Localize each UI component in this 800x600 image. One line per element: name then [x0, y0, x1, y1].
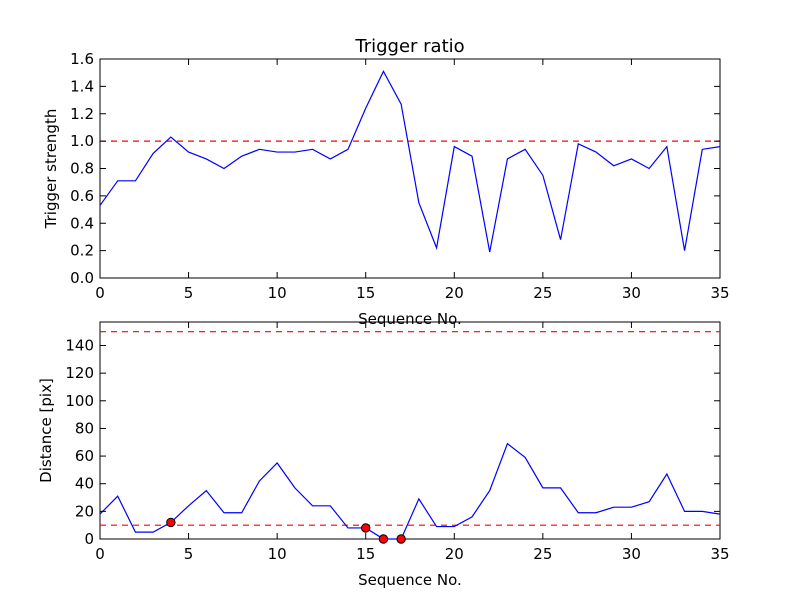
x-tick-label: 25	[533, 284, 552, 302]
x-axis-label: Sequence No.	[358, 310, 462, 328]
x-tick-label: 0	[95, 545, 105, 563]
distance-chart: 0 5 10 15 20 25 30 35 0 20 40 60 80 100 120 140 Sequenc…	[37, 321, 730, 589]
x-tick-label: 30	[622, 545, 641, 563]
x-tick-label: 25	[533, 545, 552, 563]
y-tick-label: 40	[75, 475, 94, 493]
series-line	[99, 69, 721, 253]
y-tick-label: 0.6	[70, 187, 94, 205]
x-tick-label: 5	[184, 284, 194, 302]
x-tick-label: 10	[268, 545, 287, 563]
y-tick-label: 140	[65, 336, 94, 354]
data-point-marker	[166, 517, 176, 528]
y-tick-label: 0.0	[70, 269, 94, 287]
y-tick-label: 100	[65, 392, 94, 410]
chart-title: Trigger ratio	[354, 36, 464, 57]
y-tick-label: 0.8	[70, 160, 94, 178]
x-axis-label: Sequence No.	[358, 571, 462, 589]
x-tick-label: 5	[184, 545, 194, 563]
trigger-ratio-chart: Trigger ratio 0 5 10 15 20 25 30 35 0.0 0.2 0.4 0.6…	[42, 36, 730, 302]
x-tick-label: 35	[710, 284, 729, 302]
y-axis-label: Distance [pix]	[37, 378, 55, 483]
plot-area: 0 5 10 15 20 25 30 35 0.0 0.2 0.4 0.6 0.8 1.0 1.2 1.4 1.…	[70, 50, 729, 302]
y-tick-label: 1.0	[70, 132, 94, 150]
x-tick-label: 30	[622, 284, 641, 302]
y-tick-label: 1.6	[70, 50, 94, 68]
y-tick-label: 60	[75, 447, 94, 465]
data-point-marker	[396, 534, 406, 544]
y-tick-label: 0.2	[70, 242, 94, 260]
x-tick-label: 15	[356, 284, 375, 302]
x-tick-label: 10	[268, 284, 287, 302]
x-tick-label: 0	[95, 284, 105, 302]
data-point-marker	[378, 534, 389, 544]
y-tick-label: 80	[75, 419, 94, 437]
data-point-marker	[361, 523, 371, 533]
y-tick-label: 1.4	[70, 77, 94, 95]
plot-frame	[99, 321, 721, 540]
x-tick-label: 20	[445, 545, 464, 563]
x-tick-label: 35	[710, 545, 729, 563]
series-line	[99, 442, 721, 540]
x-tick-label: 15	[356, 545, 375, 563]
y-tick-label: 0	[84, 530, 94, 548]
y-axis-label: Trigger strength	[42, 109, 60, 230]
y-tick-label: 0.4	[70, 214, 94, 232]
y-tick-label: 120	[65, 364, 94, 382]
plot-frame	[99, 58, 721, 279]
plot-area: 0 5 10 15 20 25 30 35 0 20 40 60 80 100 120 140	[65, 321, 730, 563]
x-tick-label: 20	[445, 284, 464, 302]
y-tick-label: 20	[75, 502, 94, 520]
y-tick-label: 1.2	[70, 105, 94, 123]
